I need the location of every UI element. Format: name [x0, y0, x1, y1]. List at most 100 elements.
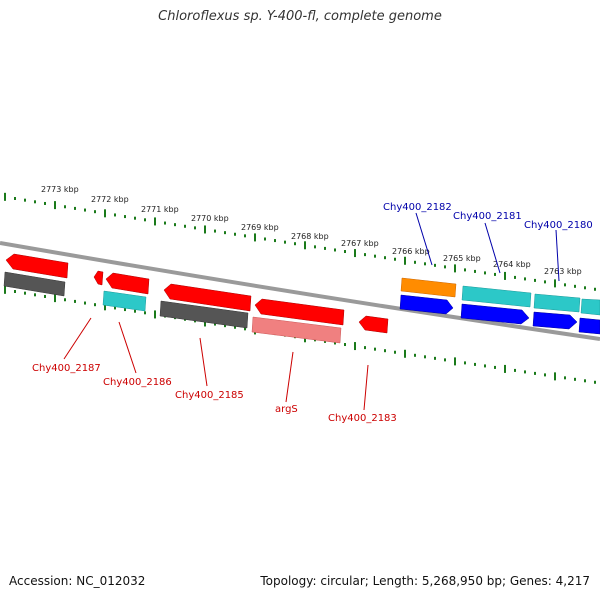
gene-arrow[interactable] [578, 317, 600, 335]
minor-tick [524, 370, 526, 374]
scale-labels: 2773 kbp 2772 kbp 2771 kbp 2770 kbp 2769… [41, 185, 582, 276]
minor-tick [374, 347, 376, 351]
minor-tick [434, 356, 436, 360]
gene-arrow[interactable] [399, 294, 454, 315]
gene-arrow[interactable] [163, 283, 252, 312]
minor-tick [524, 277, 526, 281]
minor-tick [44, 294, 46, 298]
minor-tick [574, 284, 576, 288]
genome-backbone [0, 241, 600, 341]
minor-tick [244, 234, 246, 238]
genome-summary-text: Topology: circular; Length: 5,268,950 bp… [260, 574, 590, 588]
minor-tick [484, 271, 486, 275]
gene-label[interactable]: Chy400_2180 [524, 220, 593, 231]
gene-label-leaders [63, 212, 560, 411]
major-tick [104, 302, 106, 311]
minor-tick [24, 291, 26, 295]
major-tick [104, 209, 106, 218]
minor-tick [384, 256, 386, 260]
gene-arrow[interactable] [580, 298, 600, 316]
minor-tick [484, 364, 486, 368]
minor-tick [14, 196, 16, 200]
minor-tick [464, 268, 466, 272]
gene-arrow[interactable] [102, 290, 147, 312]
minor-tick [544, 373, 546, 377]
minor-tick [144, 218, 146, 222]
minor-tick [174, 223, 176, 227]
major-tick [4, 285, 6, 294]
minor-tick [34, 200, 36, 204]
leader-line [118, 321, 137, 374]
minor-tick [184, 224, 186, 228]
gene-label[interactable]: Chy400_2182 [383, 202, 452, 213]
scale-label: 2763 kbp [544, 267, 582, 276]
minor-tick [274, 239, 276, 243]
minor-tick [24, 198, 26, 202]
minor-tick [124, 308, 126, 312]
gene-arrow[interactable] [358, 315, 389, 334]
minor-tick [444, 265, 446, 269]
minor-tick [84, 208, 86, 212]
gene-arrow[interactable] [251, 316, 342, 344]
gene-arrow[interactable] [460, 303, 530, 325]
minor-tick [284, 240, 286, 244]
major-tick [354, 249, 356, 258]
gene-label[interactable]: Chy400_2181 [453, 211, 522, 222]
minor-tick [244, 327, 246, 331]
scale-label: 2767 kbp [341, 239, 379, 248]
minor-tick [424, 262, 426, 266]
minor-tick [494, 365, 496, 369]
minor-tick [474, 362, 476, 366]
gene-label[interactable]: argS [275, 404, 298, 415]
gene-label[interactable]: Chy400_2186 [103, 377, 172, 388]
minor-tick [64, 298, 66, 302]
minor-tick [84, 301, 86, 305]
gene-label[interactable]: Chy400_2183 [328, 413, 397, 424]
minor-tick [414, 260, 416, 264]
gene-arrow[interactable] [532, 311, 578, 330]
minor-tick [114, 306, 116, 310]
minor-tick [214, 229, 216, 233]
gene-arrow[interactable] [3, 271, 66, 297]
gene-arrow[interactable] [461, 285, 532, 308]
gene-arrow[interactable] [533, 293, 581, 313]
leader-line [285, 351, 294, 403]
minor-tick [574, 377, 576, 381]
minor-tick [64, 205, 66, 209]
gene-label[interactable]: Chy400_2185 [175, 390, 244, 401]
minor-tick [444, 358, 446, 362]
minor-tick [344, 343, 346, 347]
major-tick [204, 318, 206, 327]
minor-tick [344, 250, 346, 254]
minor-tick [464, 361, 466, 365]
gene-arrow[interactable] [400, 277, 457, 298]
scale-label: 2765 kbp [443, 254, 481, 263]
minor-tick [394, 350, 396, 354]
gene-label[interactable]: Chy400_2187 [32, 363, 101, 374]
gene-arrow[interactable] [5, 253, 69, 279]
minor-tick [264, 237, 266, 241]
minor-tick [594, 380, 596, 384]
minor-tick [314, 245, 316, 249]
gene-arrow[interactable] [254, 298, 345, 326]
gene-arrow[interactable] [93, 270, 104, 286]
minor-tick [144, 311, 146, 315]
major-tick [154, 310, 156, 319]
leader-line [199, 337, 208, 387]
minor-tick [124, 215, 126, 219]
minor-tick [294, 242, 296, 246]
leader-line [415, 212, 433, 266]
major-tick [54, 294, 56, 303]
major-tick [404, 256, 406, 265]
minor-tick [474, 269, 476, 273]
minor-tick [234, 232, 236, 236]
minor-tick [544, 280, 546, 284]
minor-tick [534, 371, 536, 375]
gene-arrow[interactable] [105, 272, 150, 295]
leader-line [555, 229, 560, 282]
gene-arrow[interactable] [159, 300, 249, 329]
minor-tick [324, 339, 326, 343]
major-tick [354, 342, 356, 351]
forward-strand-features [399, 277, 600, 335]
